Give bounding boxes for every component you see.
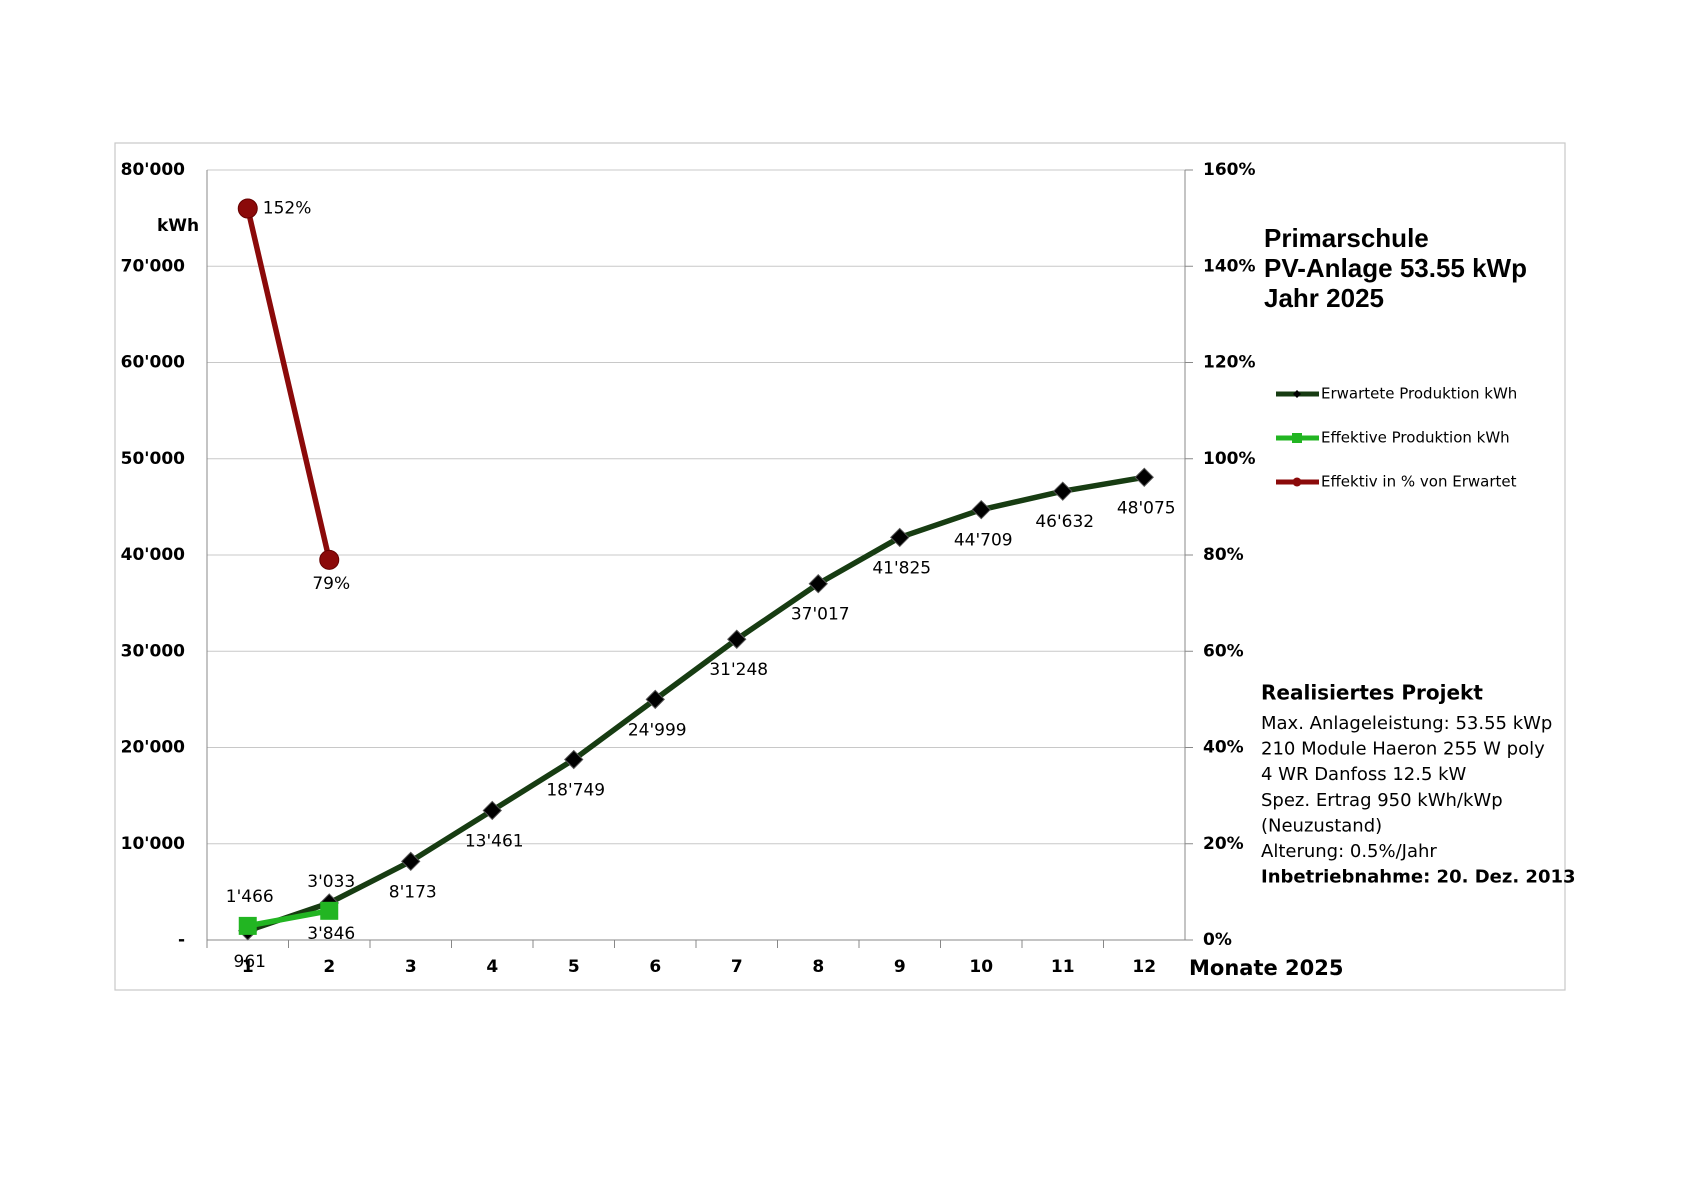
data-label: 41'825 xyxy=(872,558,931,578)
data-label: 46'632 xyxy=(1035,512,1094,532)
data-label: 18'749 xyxy=(546,781,605,801)
marker xyxy=(237,198,258,219)
marker xyxy=(1134,467,1154,487)
info-line: Alterung: 0.5%/Jahr xyxy=(1261,841,1437,862)
marker xyxy=(727,629,747,649)
series-line xyxy=(246,474,1145,934)
y-tick-label: 30'000 xyxy=(121,641,186,661)
x-tick-label: 6 xyxy=(649,957,661,977)
x-tick-label: 11 xyxy=(1051,957,1075,977)
data-label: 79% xyxy=(312,574,350,594)
x-tick-label: 7 xyxy=(731,957,743,977)
legend-label: Erwartete Produktion kWh xyxy=(1321,385,1517,403)
y2-tick-label: 40% xyxy=(1203,738,1244,758)
marker xyxy=(319,549,340,570)
info-line: Max. Anlageleistung: 53.55 kWp xyxy=(1261,713,1552,734)
legend-marker xyxy=(1292,477,1302,487)
x-axis-label: Monate 2025 xyxy=(1189,956,1344,980)
x-tick-label: 1 xyxy=(242,957,254,977)
data-label: 48'075 xyxy=(1117,498,1176,518)
y-tick-label: 10'000 xyxy=(121,834,186,854)
y-tick-label: 40'000 xyxy=(121,545,186,565)
data-label: 3'033 xyxy=(307,872,355,892)
data-label: 31'248 xyxy=(709,660,768,680)
y-tick-label: 80'000 xyxy=(121,160,186,180)
data-label: 1'466 xyxy=(226,887,274,907)
info-line: (Neuzustand) xyxy=(1261,815,1382,836)
x-tick-label: 9 xyxy=(894,957,906,977)
x-tick-label: 4 xyxy=(486,957,498,977)
legend-marker xyxy=(1292,433,1302,443)
marker xyxy=(238,916,257,935)
y-tick-label: 50'000 xyxy=(121,449,186,469)
y2-tick-label: 140% xyxy=(1203,256,1256,276)
data-label: 3'846 xyxy=(307,924,355,944)
title-line: Primarschule xyxy=(1264,223,1429,253)
marker xyxy=(564,749,584,770)
y-tick-label: 60'000 xyxy=(121,353,186,373)
series-line xyxy=(247,908,330,929)
x-tick-label: 2 xyxy=(323,957,335,977)
info-line: 4 WR Danfoss 12.5 kW xyxy=(1261,764,1467,785)
marker xyxy=(971,499,991,520)
marker xyxy=(645,689,665,710)
y2-tick-label: 100% xyxy=(1203,449,1256,469)
y-axis-label: kWh xyxy=(157,216,199,236)
data-label: 961 xyxy=(234,952,266,972)
marker xyxy=(401,851,421,872)
y-tick-label: 20'000 xyxy=(121,738,186,758)
marker xyxy=(1053,481,1073,501)
info-footer: Inbetriebnahme: 20. Dez. 2013 xyxy=(1261,867,1576,888)
y-tick-label: 70'000 xyxy=(121,256,186,276)
y2-tick-label: 160% xyxy=(1203,160,1256,180)
info-line: Spez. Ertrag 950 kWh/kWp xyxy=(1261,790,1503,811)
y-tick-label: - xyxy=(178,930,185,950)
data-label: 24'999 xyxy=(628,720,687,740)
marker xyxy=(890,527,910,548)
y2-tick-label: 0% xyxy=(1203,930,1232,950)
x-tick-label: 8 xyxy=(812,957,824,977)
data-label: 8'173 xyxy=(389,882,437,902)
title-line: Jahr 2025 xyxy=(1264,283,1384,313)
x-tick-label: 5 xyxy=(568,957,580,977)
x-tick-label: 12 xyxy=(1132,957,1156,977)
marker xyxy=(320,901,339,920)
x-tick-label: 3 xyxy=(405,957,417,977)
y2-tick-label: 80% xyxy=(1203,545,1244,565)
marker xyxy=(808,574,828,594)
legend-label: Effektive Produktion kWh xyxy=(1321,429,1510,447)
y2-tick-label: 120% xyxy=(1203,353,1256,373)
y2-tick-label: 20% xyxy=(1203,834,1244,854)
data-label: 44'709 xyxy=(954,531,1013,551)
legend-label: Effektiv in % von Erwartet xyxy=(1321,473,1517,491)
title-line: PV-Anlage 53.55 kWp xyxy=(1264,253,1527,283)
series-line xyxy=(245,207,332,561)
x-tick-label: 10 xyxy=(969,957,993,977)
chart-frame xyxy=(114,142,1566,991)
data-label: 13'461 xyxy=(465,831,524,851)
y2-tick-label: 60% xyxy=(1203,641,1244,661)
data-label: 152% xyxy=(263,199,312,219)
marker xyxy=(482,800,502,821)
legend-marker xyxy=(1293,390,1301,398)
info-heading: Realisiertes Projekt xyxy=(1261,681,1483,705)
data-label: 37'017 xyxy=(791,605,850,625)
info-line: 210 Module Haeron 255 W poly xyxy=(1261,739,1545,760)
